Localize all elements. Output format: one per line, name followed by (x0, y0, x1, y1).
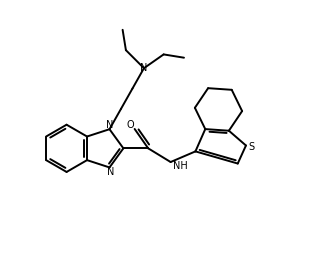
Text: NH: NH (173, 161, 188, 171)
Text: N: N (106, 120, 113, 130)
Text: S: S (249, 142, 255, 152)
Text: N: N (108, 167, 115, 177)
Text: O: O (127, 120, 135, 130)
Text: N: N (140, 63, 148, 73)
